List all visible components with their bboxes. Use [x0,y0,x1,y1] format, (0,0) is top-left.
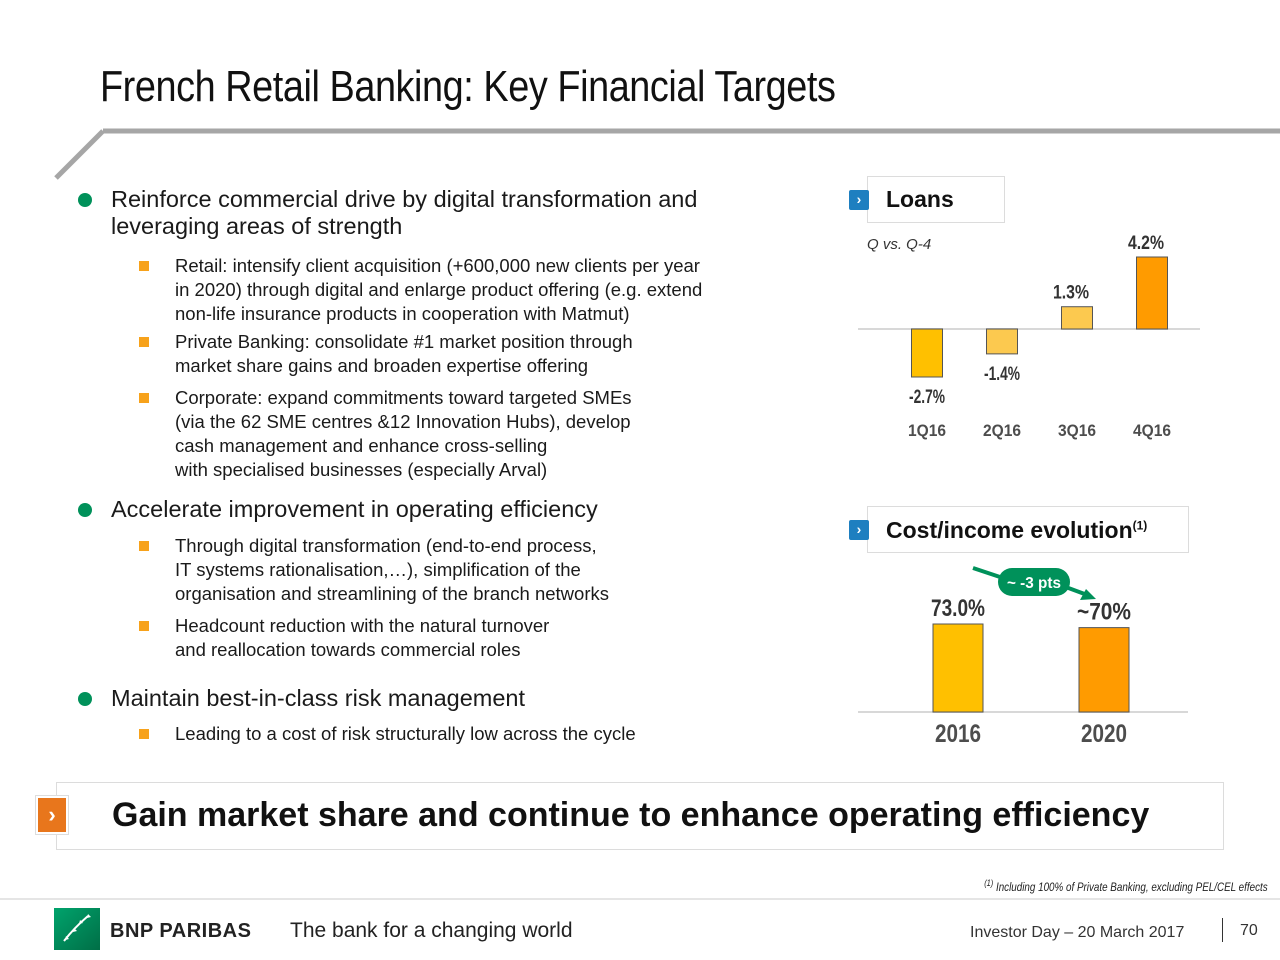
bullet-text: Maintain best-in-class risk management [111,685,526,711]
sub-bullet-square-icon [139,337,149,347]
sub-bullet-text: IT systems rationalisation,…), simplific… [175,559,581,580]
title-rule [54,128,1280,180]
loans-category-label: 1Q16 [908,421,946,440]
loans-value-label: 1.3% [1053,283,1089,304]
ci-category-label: 2016 [935,720,981,748]
cost-income-chevron-icon: › [849,520,869,540]
loans-chart: -2.7% 1Q16 -1.4% 2Q16 1.3% 3Q16 4.2% 4Q16 [858,233,1200,440]
sub-bullet-text: (via the 62 SME centres &12 Innovation H… [175,411,631,432]
banner-text: Gain market share and continue to enhanc… [112,796,1150,834]
ci-bar [1078,627,1130,713]
loans-bar [1136,256,1168,330]
bullet-dot-icon [78,193,92,207]
ci-category-label: 2020 [1081,720,1127,748]
loans-bar [1061,306,1093,330]
loans-value-label: 4.2% [1128,233,1164,254]
ci-value-label: 73.0% [931,595,985,622]
sub-bullet-square-icon [139,621,149,631]
loans-value-label: -1.4% [984,364,1020,385]
brand-tagline: The bank for a changing world [290,919,573,942]
cost-income-chart-title: Cost/income evolution(1) [886,517,1147,544]
sub-bullet-text: Leading to a cost of risk structurally l… [175,723,636,744]
bnp-logo-icon [54,908,100,950]
loans-chart-title: Loans [886,186,954,212]
sub-bullet-text: and reallocation towards commercial role… [175,639,521,660]
footnote-text: Including 100% of Private Banking, exclu… [996,880,1268,894]
sub-bullet-text: cash management and enhance cross-sellin… [175,435,548,456]
bullet-dot-icon [78,503,92,517]
loans-category-label: 4Q16 [1133,421,1171,440]
sub-bullet-square-icon [139,261,149,271]
sub-bullet-text: Corporate: expand commitments toward tar… [175,387,632,408]
sub-bullet-text: market share gains and broaden expertise… [175,355,589,376]
page-number: 70 [1240,922,1258,939]
cost-income-chart: 73.0% 2016 ~70% 2020 ~ -3 pts [858,566,1188,748]
sub-bullet-text: in 2020) through digital and enlarge pro… [175,279,703,300]
loans-bar [986,328,1018,355]
bullet-text: Reinforce commercial drive by digital tr… [111,186,698,212]
brand-name: BNP PARIBAS [110,920,252,942]
loans-bar [911,328,943,378]
cost-income-header-box [867,506,1189,553]
bullet-text: Accelerate improvement in operating effi… [111,496,598,522]
sub-bullet-text: Through digital transformation (end-to-e… [175,535,597,556]
loans-header-box [867,176,1005,223]
sub-bullet-text: with specialised businesses (especially … [175,459,548,480]
bullet-dot-icon [78,692,92,706]
footer-separator [1222,918,1223,942]
banner-chevron-icon: › [36,796,68,834]
loans-chart-subtitle: Q vs. Q-4 [867,236,932,253]
bullet-text: leveraging areas of strength [111,213,403,239]
footnote-marker: (1) [984,878,994,888]
sub-bullet-text: organisation and streamlining of the bra… [175,583,609,604]
cost-income-title-superscript: (1) [1132,518,1148,533]
footer-event-date: Investor Day – 20 March 2017 [970,924,1185,941]
loans-category-label: 3Q16 [1058,421,1096,440]
footer-divider [0,898,1280,900]
sub-bullet-text: Retail: intensify client acquisition (+6… [175,255,700,276]
loans-value-label: -2.7% [909,387,945,408]
ci-delta-arrow-icon [972,566,1096,600]
ci-value-label: ~70% [1077,599,1131,626]
ci-bar [932,623,984,713]
sub-bullet-square-icon [139,541,149,551]
sub-bullet-text: Private Banking: consolidate #1 market p… [175,331,633,352]
conclusion-banner [56,782,1224,850]
sub-bullet-text: non-life insurance products in cooperati… [175,303,630,324]
sub-bullet-text: Headcount reduction with the natural tur… [175,615,550,636]
page-title: French Retail Banking: Key Financial Tar… [100,62,836,111]
sub-bullet-square-icon [139,729,149,739]
loans-chevron-icon: › [849,190,869,210]
loans-category-label: 2Q16 [983,421,1021,440]
ci-annotation-label: ~ -3 pts [1007,575,1061,592]
sub-bullet-square-icon [139,393,149,403]
cost-income-title-text: Cost/income evolution [886,517,1133,543]
footnote: (1) Including 100% of Private Banking, e… [985,878,1268,894]
